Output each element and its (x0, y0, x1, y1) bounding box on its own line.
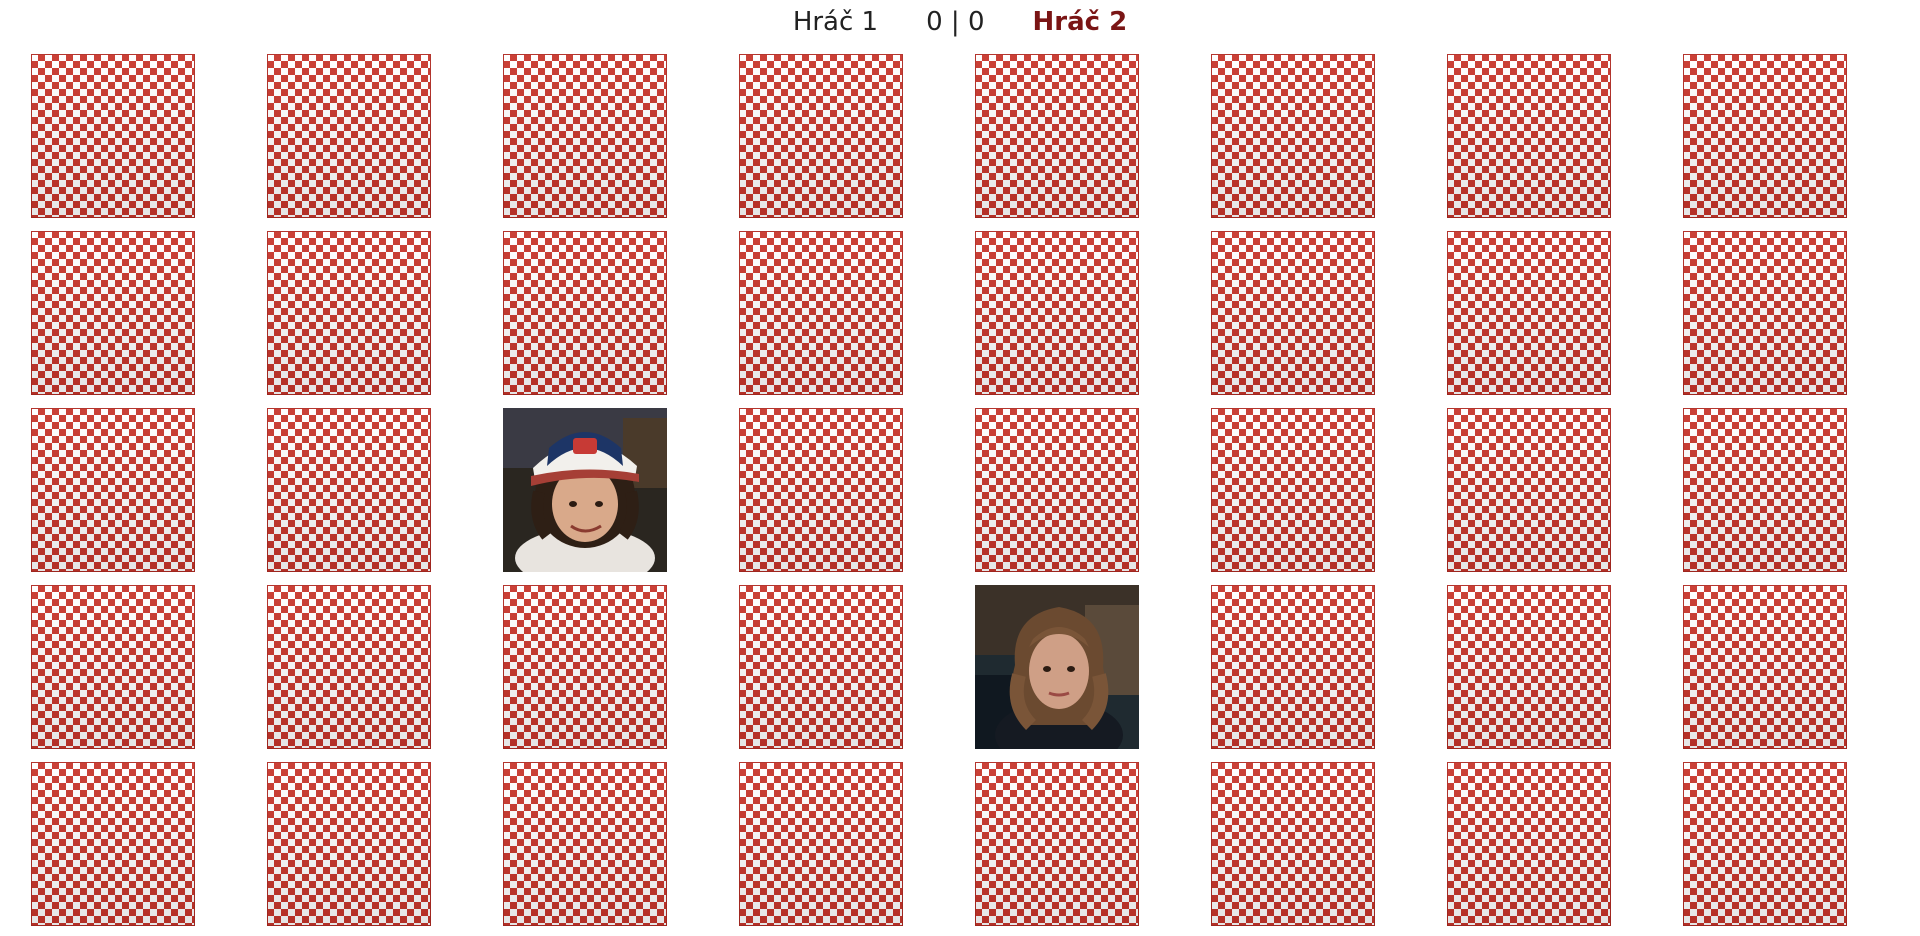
player-2-label: Hráč 2 (1032, 7, 1128, 37)
card-back[interactable] (267, 54, 431, 218)
card-back[interactable] (1211, 54, 1375, 218)
boy-with-trucker-cap-portrait-image (503, 408, 667, 572)
card-back[interactable] (1447, 231, 1611, 395)
card-back[interactable] (1447, 408, 1611, 572)
card-back[interactable] (739, 231, 903, 395)
card-back[interactable] (31, 585, 195, 749)
card-back[interactable] (1211, 231, 1375, 395)
card-back[interactable] (31, 54, 195, 218)
card-back[interactable] (1683, 54, 1847, 218)
card-back[interactable] (1447, 762, 1611, 926)
score-player-2: 0 (967, 7, 985, 37)
card-back[interactable] (975, 54, 1139, 218)
card-back[interactable] (975, 408, 1139, 572)
card-back[interactable] (503, 762, 667, 926)
card-back[interactable] (739, 762, 903, 926)
card-back[interactable] (31, 231, 195, 395)
score-player-1: 0 (926, 7, 943, 37)
card-revealed-woman-with-wavy-hair-portrait[interactable] (975, 585, 1139, 749)
card-back[interactable] (31, 408, 195, 572)
card-back[interactable] (503, 231, 667, 395)
card-back[interactable] (1683, 585, 1847, 749)
card-back[interactable] (267, 762, 431, 926)
scoreboard: Hráč 1 0 | 0 Hráč 2 (0, 0, 1920, 44)
card-back[interactable] (1683, 231, 1847, 395)
card-back[interactable] (1211, 762, 1375, 926)
card-back[interactable] (975, 762, 1139, 926)
card-back[interactable] (739, 585, 903, 749)
card-back[interactable] (1683, 408, 1847, 572)
card-back[interactable] (31, 762, 195, 926)
card-back[interactable] (503, 54, 667, 218)
card-back[interactable] (267, 408, 431, 572)
card-back[interactable] (975, 231, 1139, 395)
score-display: 0 | 0 (902, 7, 1008, 37)
woman-with-wavy-hair-portrait-image (975, 585, 1139, 749)
card-back[interactable] (739, 408, 903, 572)
card-back[interactable] (267, 231, 431, 395)
score-separator: | (950, 7, 960, 37)
card-back[interactable] (1683, 762, 1847, 926)
card-back[interactable] (503, 585, 667, 749)
card-back[interactable] (1447, 54, 1611, 218)
card-back[interactable] (1211, 408, 1375, 572)
card-revealed-boy-with-trucker-cap-portrait[interactable] (503, 408, 667, 572)
card-back[interactable] (1211, 585, 1375, 749)
player-1-label: Hráč 1 (792, 7, 879, 37)
card-back[interactable] (1447, 585, 1611, 749)
card-back[interactable] (739, 54, 903, 218)
card-back[interactable] (267, 585, 431, 749)
